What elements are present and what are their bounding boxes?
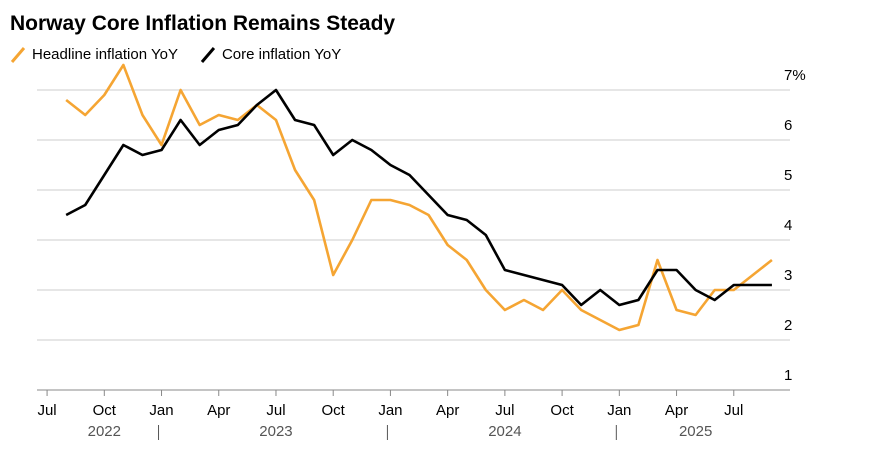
legend-swatch xyxy=(10,47,26,63)
x-tick-label: Jan xyxy=(149,402,173,419)
y-tick-label: 2 xyxy=(784,317,792,334)
y-tick-label: 1 xyxy=(784,367,792,384)
x-tick-label: Oct xyxy=(93,402,117,419)
x-tick-label: Jul xyxy=(495,402,514,419)
x-tick-label: Apr xyxy=(665,402,688,419)
x-tick-label: Apr xyxy=(207,402,230,419)
legend-swatch xyxy=(200,47,216,63)
legend-label: Core inflation YoY xyxy=(222,46,341,63)
year-label: 2025 xyxy=(679,423,712,440)
x-tick-label: Apr xyxy=(436,402,459,419)
y-tick-label: 5 xyxy=(784,167,792,184)
year-label: 2022 xyxy=(88,423,121,440)
y-tick-label: 3 xyxy=(784,267,792,284)
legend-label: Headline inflation YoY xyxy=(32,46,178,63)
y-tick-label: 7% xyxy=(784,67,806,84)
year-label: 2024 xyxy=(488,423,521,440)
x-tick-label: Oct xyxy=(322,402,346,419)
y-tick-label: 6 xyxy=(784,117,792,134)
x-tick-label: Jul xyxy=(724,402,743,419)
x-tick-label: Jul xyxy=(37,402,56,419)
series-line xyxy=(65,88,772,307)
year-label: 2023 xyxy=(259,423,292,440)
y-tick-label: 4 xyxy=(784,217,792,234)
x-tick-label: Oct xyxy=(550,402,574,419)
x-tick-label: Jul xyxy=(266,402,285,419)
series-line xyxy=(65,63,773,332)
x-tick-label: Jan xyxy=(607,402,631,419)
x-tick-label: Jan xyxy=(378,402,402,419)
chart-title: Norway Core Inflation Remains Steady xyxy=(10,12,395,35)
